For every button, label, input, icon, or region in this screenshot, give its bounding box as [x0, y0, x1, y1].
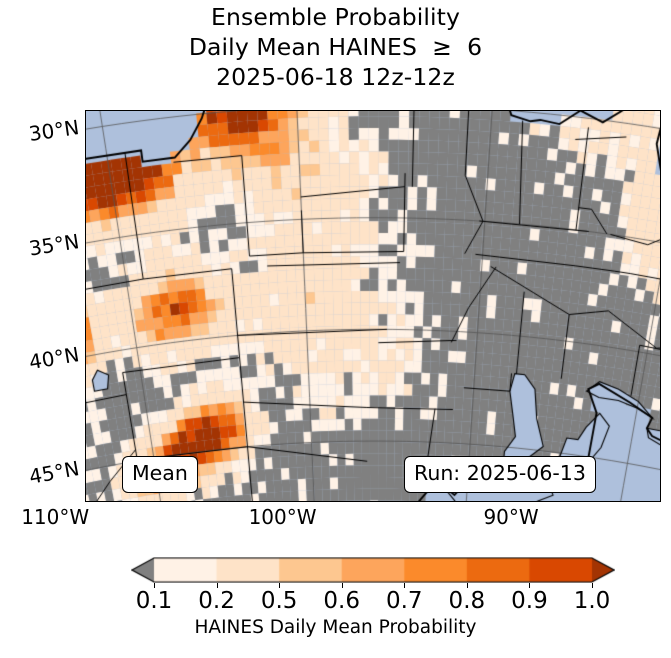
- colorbar-tickmark: [466, 583, 468, 588]
- chart-title: Ensemble Probability Daily Mean HAINES ≥…: [0, 2, 671, 92]
- colorbar-tick: 0.7: [385, 588, 423, 614]
- title-line-2: Daily Mean HAINES ≥ 6: [188, 33, 483, 61]
- probability-heatmap-canvas: [86, 111, 660, 501]
- lon-tick-label: 100°W: [248, 505, 317, 529]
- lon-tick-label: 110°W: [21, 505, 90, 529]
- title-line-1: Ensemble Probability: [211, 3, 460, 31]
- colorbar-tickmark: [154, 583, 155, 588]
- colorbar-tick-labels: 0.1 0.2 0.5 0.6 0.7 0.8 0.9 1.0: [0, 583, 671, 614]
- model-run-badge: Run: 2025-06-13: [404, 456, 596, 493]
- ensemble-member-badge: Mean: [122, 456, 198, 493]
- colorbar-axis-label: HAINES Daily Mean Probability: [194, 617, 477, 638]
- map-panel[interactable]: [85, 110, 661, 502]
- colorbar-tick: 0.1: [135, 588, 173, 614]
- lat-tick-label: 30°N: [27, 115, 81, 146]
- colorbar-tick: 1.0: [573, 588, 611, 614]
- colorbar-tick: 0.5: [260, 588, 298, 614]
- colorbar-tick: 0.8: [448, 588, 486, 614]
- colorbar-tickmark: [216, 583, 218, 588]
- colorbar-tickmark: [592, 583, 593, 588]
- lon-tick-label: 90°W: [483, 505, 539, 529]
- lat-tick-label: 35°N: [27, 229, 81, 261]
- colorbar-tickmark: [279, 583, 281, 588]
- lat-tick-label: 40°N: [27, 342, 81, 375]
- colorbar-tick: 0.2: [198, 588, 235, 614]
- colorbar-gradient: [131, 557, 615, 583]
- colorbar-tickmark: [529, 583, 531, 588]
- colorbar-tick: 0.6: [323, 588, 360, 614]
- colorbar-tickmark: [341, 583, 343, 588]
- colorbar-tick: 0.9: [511, 588, 548, 614]
- colorbar-tickmark: [404, 583, 406, 588]
- lat-tick-label: 45°N: [27, 456, 82, 489]
- title-line-3: 2025-06-18 12z-12z: [216, 63, 455, 91]
- colorbar: [131, 557, 615, 583]
